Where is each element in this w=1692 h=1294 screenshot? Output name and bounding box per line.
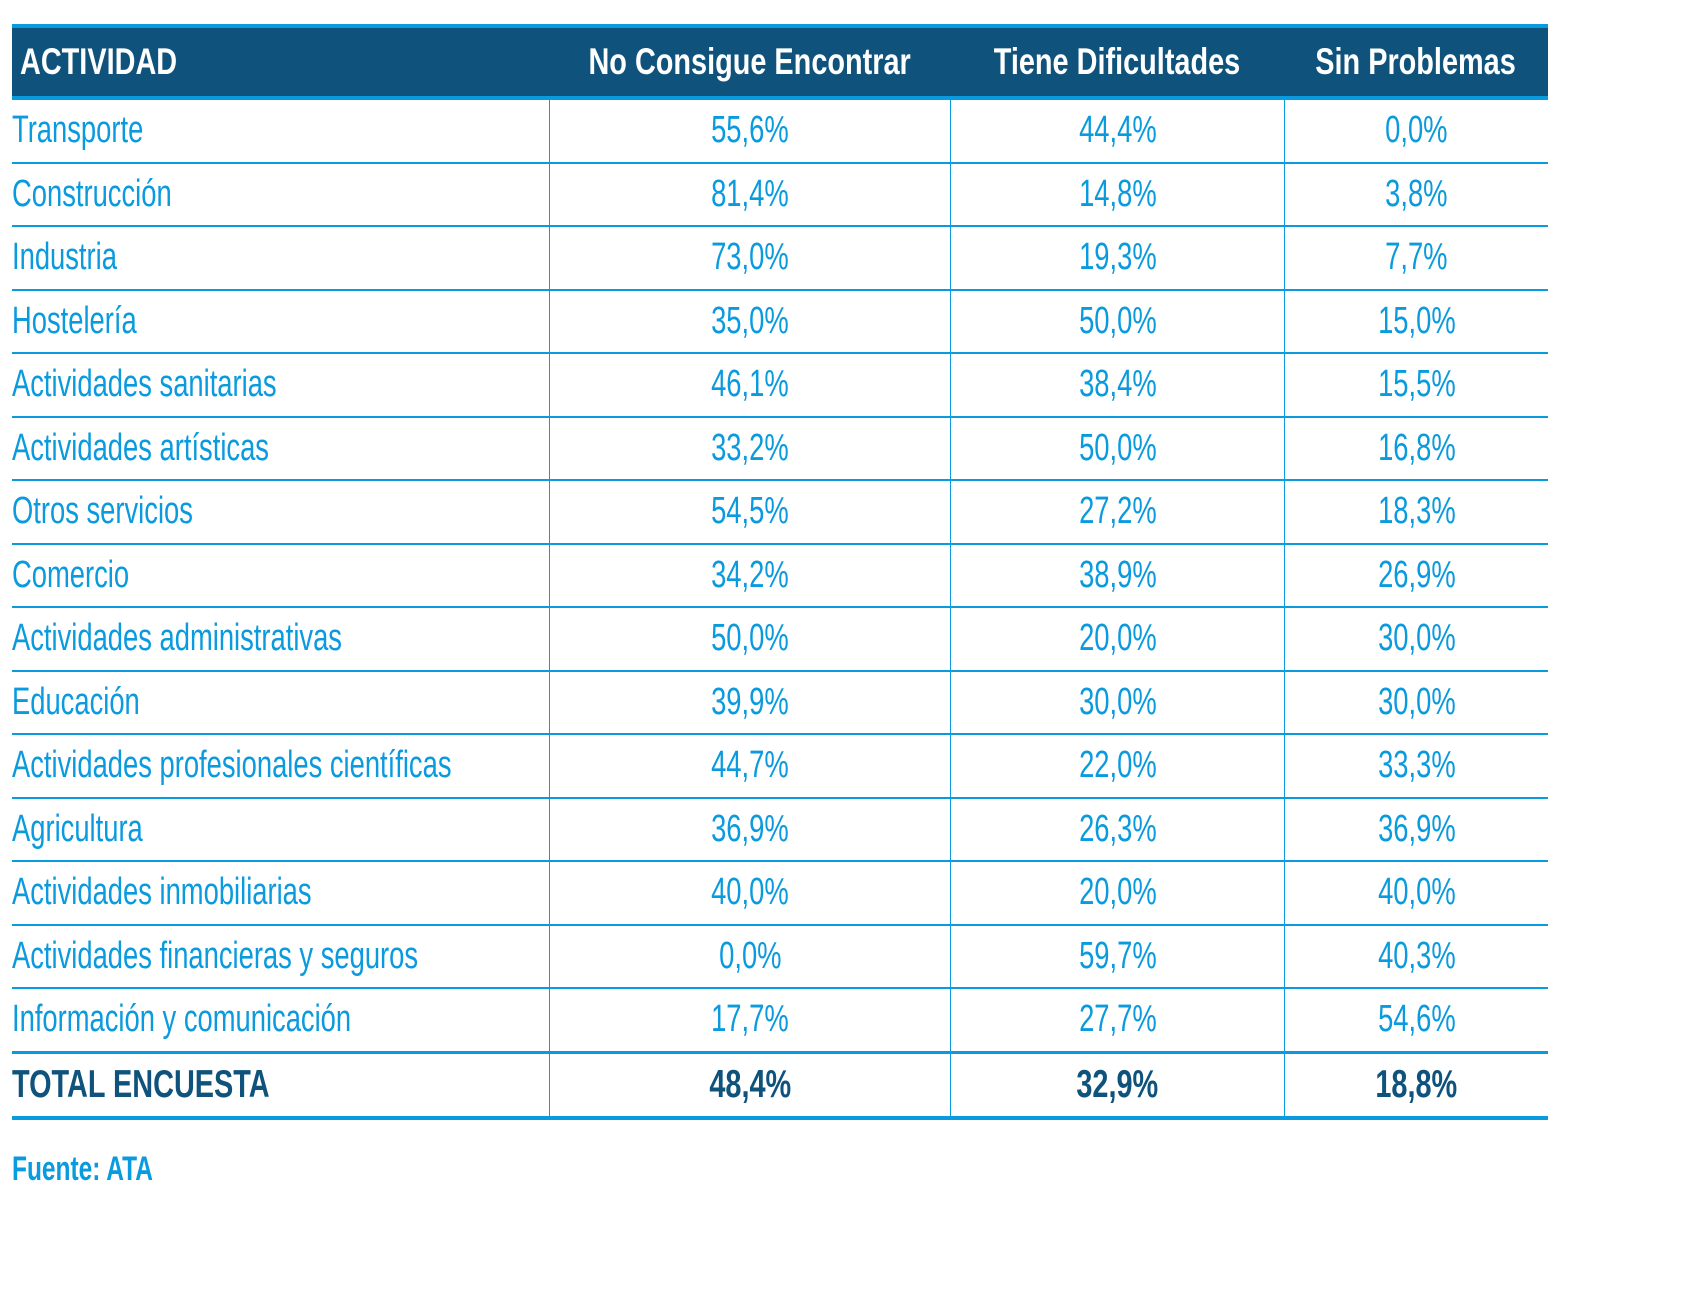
row-no-consigue: 34,2% (549, 544, 950, 606)
total-no-consigue: 48,4% (549, 1053, 950, 1116)
row-dificultades: 14,8% (950, 163, 1284, 225)
row-dificultades: 20,0% (950, 608, 1284, 670)
row-sin-problemas: 30,0% (1284, 608, 1548, 670)
row-dificultades: 22,0% (950, 735, 1284, 797)
row-no-consigue: 17,7% (549, 989, 950, 1051)
total-dificultades: 32,9% (950, 1053, 1284, 1116)
header-sin-problemas: Sin Problemas (1315, 41, 1517, 82)
table-body: Transporte 55,6% 44,4% 0,0% Construcción 81,4… (12, 100, 1548, 1053)
row-sin-problemas: 7,7% (1284, 227, 1548, 289)
row-no-consigue: 46,1% (549, 354, 950, 416)
row-actividad: Otros servicios (12, 490, 193, 533)
row-dificultades: 27,2% (950, 481, 1284, 543)
row-dificultades: 27,7% (950, 989, 1284, 1051)
table-row: Agricultura 36,9% 26,3% 36,9% (12, 798, 1548, 862)
source-note: Fuente: ATA (12, 1150, 153, 1188)
row-actividad: Hostelería (12, 299, 137, 342)
row-sin-problemas: 0,0% (1284, 100, 1548, 162)
table-row: Actividades artísticas 33,2% 50,0% 16,8% (12, 417, 1548, 481)
row-no-consigue: 55,6% (549, 100, 950, 162)
table-row: Construcción 81,4% 14,8% 3,8% (12, 163, 1548, 227)
row-actividad: Industria (12, 236, 117, 279)
row-sin-problemas: 15,5% (1284, 354, 1548, 416)
row-no-consigue: 0,0% (549, 925, 950, 987)
row-actividad: Información y comunicación (12, 998, 352, 1041)
row-actividad: Agricultura (12, 807, 143, 850)
table-row: Industria 73,0% 19,3% 7,7% (12, 227, 1548, 291)
row-no-consigue: 81,4% (549, 163, 950, 225)
row-no-consigue: 39,9% (549, 671, 950, 733)
row-no-consigue: 35,0% (549, 290, 950, 352)
row-no-consigue: 50,0% (549, 608, 950, 670)
row-sin-problemas: 3,8% (1284, 163, 1548, 225)
row-no-consigue: 44,7% (549, 735, 950, 797)
table-row: Otros servicios 54,5% 27,2% 18,3% (12, 481, 1548, 545)
row-sin-problemas: 16,8% (1284, 417, 1548, 479)
row-actividad: Actividades sanitarias (12, 363, 277, 406)
row-actividad: Actividades inmobiliarias (12, 871, 312, 914)
row-actividad: Comercio (12, 553, 130, 596)
row-actividad: Actividades profesionales científicas (12, 744, 452, 787)
row-dificultades: 38,9% (950, 544, 1284, 606)
total-row: TOTAL ENCUESTA 48,4% 32,9% 18,8% (12, 1052, 1548, 1120)
table-row: Comercio 34,2% 38,9% 26,9% (12, 544, 1548, 608)
row-no-consigue: 36,9% (549, 798, 950, 860)
row-dificultades: 26,3% (950, 798, 1284, 860)
row-sin-problemas: 33,3% (1284, 735, 1548, 797)
row-sin-problemas: 18,3% (1284, 481, 1548, 543)
table-row: Actividades inmobiliarias 40,0% 20,0% 40,0% (12, 862, 1548, 926)
table-row: Actividades profesionales científicas 44,… (12, 735, 1548, 799)
header-no-consigue: No Consigue Encontrar (588, 41, 911, 82)
row-sin-problemas: 40,3% (1284, 925, 1548, 987)
row-sin-problemas: 15,0% (1284, 290, 1548, 352)
row-actividad: Actividades administrativas (12, 617, 342, 660)
header-dificultades: Tiene Dificultades (993, 41, 1241, 82)
row-sin-problemas: 30,0% (1284, 671, 1548, 733)
row-sin-problemas: 36,9% (1284, 798, 1548, 860)
row-actividad: Educación (12, 680, 140, 723)
row-actividad: Transporte (12, 109, 144, 152)
header-actividad: ACTIVIDAD (20, 41, 178, 82)
table-row: Educación 39,9% 30,0% 30,0% (12, 671, 1548, 735)
row-dificultades: 20,0% (950, 862, 1284, 924)
row-no-consigue: 33,2% (549, 417, 950, 479)
row-dificultades: 59,7% (950, 925, 1284, 987)
row-actividad: Actividades artísticas (12, 426, 269, 469)
table-row: Actividades sanitarias 46,1% 38,4% 15,5% (12, 354, 1548, 418)
row-no-consigue: 54,5% (549, 481, 950, 543)
row-dificultades: 30,0% (950, 671, 1284, 733)
row-no-consigue: 73,0% (549, 227, 950, 289)
table-row: Actividades financieras y seguros 0,0% 59,… (12, 925, 1548, 989)
row-sin-problemas: 40,0% (1284, 862, 1548, 924)
total-label: TOTAL ENCUESTA (12, 1062, 270, 1106)
row-dificultades: 19,3% (950, 227, 1284, 289)
row-actividad: Actividades financieras y seguros (12, 934, 419, 977)
row-dificultades: 50,0% (950, 290, 1284, 352)
table-header: ACTIVIDAD No Consigue Encontrar Tiene Di… (12, 24, 1548, 100)
data-table: ACTIVIDAD No Consigue Encontrar Tiene Di… (12, 24, 1548, 1120)
table-row: Actividades administrativas 50,0% 20,0% 30,… (12, 608, 1548, 672)
row-sin-problemas: 26,9% (1284, 544, 1548, 606)
table-row: Hostelería 35,0% 50,0% 15,0% (12, 290, 1548, 354)
table-row: Transporte 55,6% 44,4% 0,0% (12, 100, 1548, 164)
row-sin-problemas: 54,6% (1284, 989, 1548, 1051)
row-no-consigue: 40,0% (549, 862, 950, 924)
row-dificultades: 44,4% (950, 100, 1284, 162)
table-row: Información y comunicación 17,7% 27,7% 54,6… (12, 989, 1548, 1053)
total-sin-problemas: 18,8% (1284, 1053, 1548, 1116)
row-actividad: Construcción (12, 172, 172, 215)
row-dificultades: 50,0% (950, 417, 1284, 479)
row-dificultades: 38,4% (950, 354, 1284, 416)
